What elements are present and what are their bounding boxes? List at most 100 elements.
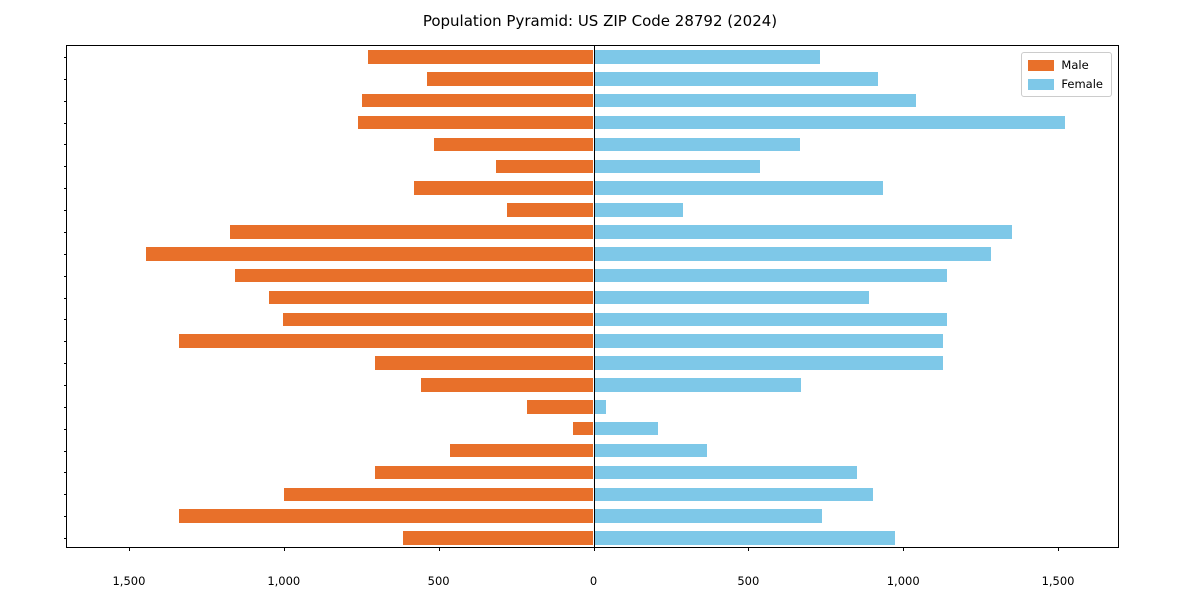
bar-male	[573, 421, 594, 436]
bar-row	[67, 268, 1118, 283]
bar-female	[593, 400, 607, 414]
x-axis-tick-label: 1,500	[112, 574, 146, 589]
bar-female	[593, 487, 873, 502]
bar-male	[179, 334, 594, 348]
bar-female	[593, 137, 800, 152]
bar-male	[434, 137, 594, 152]
x-axis-tick-label: 500	[737, 574, 760, 589]
bar-male	[368, 50, 594, 64]
bar-row	[67, 465, 1118, 480]
y-axis-tick-mark	[63, 231, 67, 233]
bar-female	[593, 246, 991, 261]
bar-male	[179, 509, 594, 523]
legend-label: Male	[1061, 58, 1089, 72]
bar-male	[229, 225, 594, 239]
bar-row	[67, 400, 1118, 414]
bar-male	[361, 93, 594, 108]
bar-row	[67, 509, 1118, 523]
bar-row	[67, 531, 1118, 545]
y-axis-tick-mark	[63, 406, 67, 408]
bar-male	[282, 312, 594, 327]
bar-female	[593, 312, 948, 327]
x-axis-tick-label: 500	[427, 574, 450, 589]
bar-row	[67, 443, 1118, 458]
bar-row	[67, 137, 1118, 152]
bar-row	[67, 487, 1118, 502]
bar-row	[67, 159, 1118, 174]
y-axis-tick-mark	[63, 428, 67, 430]
x-axis-tick-label: 1,000	[886, 574, 920, 589]
bar-female	[593, 465, 858, 480]
bar-row	[67, 334, 1118, 348]
x-axis-tick-mark	[1058, 547, 1060, 551]
bar-row	[67, 290, 1118, 305]
y-axis-tick-mark	[63, 494, 67, 496]
bar-row	[67, 225, 1118, 239]
bar-male	[269, 290, 594, 305]
bar-male	[427, 72, 594, 86]
legend-entry-female: Female	[1028, 77, 1103, 91]
bar-male	[146, 246, 594, 261]
x-axis-tick-mark	[128, 547, 130, 551]
chart-title: Population Pyramid: US ZIP Code 28792 (2…	[422, 12, 778, 30]
bar-row	[67, 72, 1118, 86]
bar-male	[527, 400, 594, 414]
bar-female	[593, 203, 683, 217]
y-axis-tick-mark	[63, 384, 67, 386]
bar-female	[593, 159, 760, 174]
bar-female	[593, 378, 801, 392]
bar-row	[67, 93, 1118, 108]
bar-male	[235, 268, 594, 283]
bar-row	[67, 115, 1118, 130]
y-axis-tick-mark	[63, 275, 67, 277]
y-axis-tick-mark	[63, 363, 67, 365]
y-axis-tick-mark	[63, 341, 67, 343]
bar-row	[67, 181, 1118, 195]
y-axis-tick-mark	[63, 78, 67, 80]
legend-swatch-icon	[1028, 59, 1055, 71]
y-axis-tick-mark	[63, 538, 67, 540]
y-axis-tick-mark	[63, 56, 67, 58]
bar-female	[593, 225, 1012, 239]
bar-row	[67, 356, 1118, 370]
legend-entry-male: Male	[1028, 58, 1103, 72]
bar-male	[358, 115, 594, 130]
bar-row	[67, 312, 1118, 327]
bar-male	[375, 356, 594, 370]
bar-female	[593, 93, 916, 108]
bar-male	[420, 378, 594, 392]
bar-male	[375, 465, 594, 480]
bar-male	[507, 203, 594, 217]
bar-female	[593, 356, 944, 370]
y-axis-tick-mark	[63, 297, 67, 299]
y-axis-tick-mark	[63, 188, 67, 190]
bar-female	[593, 334, 944, 348]
bar-male	[413, 181, 594, 195]
x-axis-tick-mark	[748, 547, 750, 551]
y-axis-tick-mark	[63, 319, 67, 321]
bar-female	[593, 72, 879, 86]
x-axis-tick-label: 1,000	[267, 574, 301, 589]
bar-female	[593, 115, 1066, 130]
x-axis-tick-mark	[903, 547, 905, 551]
bar-row	[67, 50, 1118, 64]
y-axis-tick-mark	[63, 210, 67, 212]
bar-female	[593, 181, 884, 195]
bar-row	[67, 246, 1118, 261]
bar-row	[67, 378, 1118, 392]
y-axis-tick-mark	[63, 100, 67, 102]
y-axis-tick-mark	[63, 516, 67, 518]
bar-female	[593, 290, 869, 305]
x-axis-tick-mark	[438, 547, 440, 551]
x-axis-tick-label: 0	[589, 574, 598, 589]
bar-male	[449, 443, 594, 458]
bar-row	[67, 421, 1118, 436]
y-axis-tick-mark	[63, 122, 67, 124]
bar-female	[593, 421, 658, 436]
x-axis-tick-label: 1,500	[1041, 574, 1075, 589]
bar-female	[593, 509, 822, 523]
y-axis-tick-mark	[63, 450, 67, 452]
bar-female	[593, 268, 948, 283]
bar-female	[593, 50, 820, 64]
